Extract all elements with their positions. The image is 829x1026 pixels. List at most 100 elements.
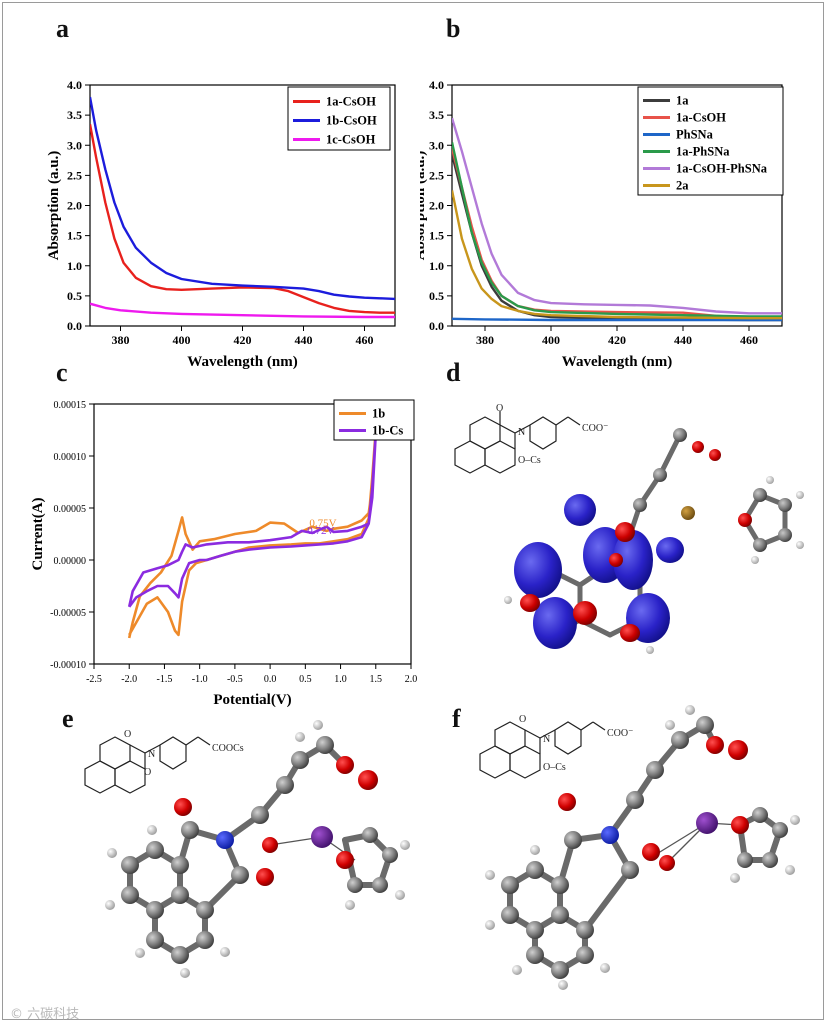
atom-o-f: O <box>519 714 526 725</box>
x-axis-label: Wavelength (nm) <box>187 354 297 370</box>
atom-n-d: N <box>518 427 525 438</box>
x-tick-label: 0.0 <box>264 674 277 685</box>
y-tick-label: 0.0 <box>429 319 444 333</box>
cs-label-d: O–Cs <box>518 455 541 466</box>
y-tick-label: 3.0 <box>67 138 82 152</box>
x-tick-label: 400 <box>173 333 191 347</box>
atoms-e <box>105 720 410 978</box>
x-tick-label: 380 <box>112 333 130 347</box>
legend-label: 1a-PhSNa <box>676 145 730 159</box>
x-tick-label: 0.5 <box>299 674 312 685</box>
x-tick-label: 1.5 <box>370 674 383 685</box>
series-line-1a-CsOH-PhSNa <box>452 117 782 315</box>
y-tick-label: 2.5 <box>67 168 82 182</box>
chart-b: 380 400 420 440 460 0.0 0.5 1.0 1.5 2.0 2.5 3.0 3.5 4… <box>420 78 784 370</box>
legend-box <box>637 86 784 196</box>
legend-label: 1a <box>676 94 689 108</box>
series-line-PhSNa <box>452 317 782 322</box>
skeletal-structure-d <box>454 411 581 474</box>
y-tick-label: 4.0 <box>429 78 444 92</box>
legend-label: 1a-CsOH <box>326 95 376 109</box>
y-tick-label: 1.0 <box>429 259 444 273</box>
atom-n-e: N <box>148 749 155 760</box>
y-tick-label: 4.0 <box>67 78 82 92</box>
atoms-d <box>504 428 804 654</box>
y-tick-label: 2.0 <box>67 199 82 213</box>
y-tick-label: -0.00010 <box>50 660 86 671</box>
y-tick-label: 2.0 <box>429 199 444 213</box>
carboxylate-label-f: COO⁻ <box>607 728 633 739</box>
molecule-panel-f: O N COO⁻ O–Cs <box>479 705 800 990</box>
series-line-1b-CsOH <box>90 96 395 301</box>
chart-c: -2.5 -2.0 -1.5 -1.0 -0.5 0.0 0.5 1.0 1.5 2.0 -0.00… <box>30 399 418 708</box>
series-line-1a-CsOH <box>90 123 395 314</box>
atom-o2-e: O <box>144 767 151 778</box>
y-tick-label: 0.5 <box>67 289 82 303</box>
x-axis-label: Wavelength (nm) <box>562 354 672 370</box>
x-tick-label: 2.0 <box>405 674 418 685</box>
molecule-panel-d: O N COO⁻ O–Cs <box>454 403 804 654</box>
carboxylate-label-e: COOCs <box>212 743 244 754</box>
atoms-f <box>485 705 800 990</box>
plot-frame <box>93 403 412 665</box>
y-tick-label: 0.00015 <box>54 400 87 411</box>
y-tick-label: 0.5 <box>429 289 444 303</box>
y-tick-label: 0.00005 <box>54 504 87 515</box>
panel-label-a: a <box>56 14 69 43</box>
x-tick-label: -1.0 <box>192 674 208 685</box>
y-tick-label: 1.5 <box>67 229 82 243</box>
svg-text:O: O <box>496 403 503 414</box>
y-tick-label: 3.0 <box>429 138 444 152</box>
y-tick-label: -0.00005 <box>50 608 86 619</box>
y-tick-label: 0.00000 <box>54 556 87 567</box>
x-tick-label: -0.5 <box>227 674 243 685</box>
series-line-1a-PhSNa <box>452 141 782 318</box>
y-axis-label: Current(A) <box>30 497 46 570</box>
y-tick-label: 2.5 <box>429 168 444 182</box>
atom-n-f: N <box>543 734 550 745</box>
y-tick-label: 0.00010 <box>54 452 87 463</box>
y-tick-label: 1.5 <box>429 229 444 243</box>
series-line-1b-Cs <box>127 431 378 608</box>
x-tick-label: 420 <box>234 333 252 347</box>
y-tick-label: 0.0 <box>67 319 82 333</box>
legend-label: 1a-CsOH <box>676 111 726 125</box>
x-tick-label: 400 <box>542 333 560 347</box>
skeletal-structure-e <box>84 736 211 794</box>
x-axis-label: Potential(V) <box>213 692 291 708</box>
carboxylate-label-d: COO⁻ <box>582 423 608 434</box>
legend-label: 1a-CsOH-PhSNa <box>676 162 768 176</box>
annotation-label: 0.75V <box>309 518 336 530</box>
y-tick-label: 3.5 <box>429 108 444 122</box>
series-line-2a <box>452 190 782 320</box>
x-tick-label: -1.5 <box>157 674 173 685</box>
series-line-1c-CsOH <box>90 302 395 319</box>
legend-label: 1c-CsOH <box>326 133 376 147</box>
legend-label: 1b-CsOH <box>326 114 377 128</box>
skeletal-structure-f <box>479 721 606 779</box>
x-tick-label: 420 <box>608 333 626 347</box>
legend-label: 1b <box>372 407 385 421</box>
legend-label: 1b-Cs <box>372 424 403 438</box>
x-tick-label: 460 <box>740 333 758 347</box>
panel-label-b: b <box>446 14 461 43</box>
y-axis-label: Absorption (a.u.) <box>420 151 428 261</box>
x-tick-label: 1.0 <box>334 674 347 685</box>
cs-label-f: O–Cs <box>543 762 566 773</box>
panel-label-c: c <box>56 358 68 387</box>
watermark: © 六碳科技 <box>10 1007 80 1022</box>
atom-o1-e: O <box>124 729 131 740</box>
panel-label-d: d <box>446 358 461 387</box>
molecule-panel-e: O O N COOCs <box>84 720 410 978</box>
panel-label-f: f <box>452 704 461 733</box>
x-tick-label: -2.0 <box>121 674 137 685</box>
x-tick-label: -2.5 <box>86 674 102 685</box>
x-tick-label: 460 <box>356 333 374 347</box>
x-tick-label: 380 <box>476 333 494 347</box>
chart-a: 380 400 420 440 460 0.0 0.5 1.0 1.5 2.0 2.5 3.0 3.5 4… <box>46 78 396 370</box>
panel-label-e: e <box>62 704 74 733</box>
legend-box <box>333 399 415 441</box>
y-axis-label: Absorption (a.u.) <box>46 151 62 261</box>
annotation-label: 0.72V <box>307 525 334 537</box>
